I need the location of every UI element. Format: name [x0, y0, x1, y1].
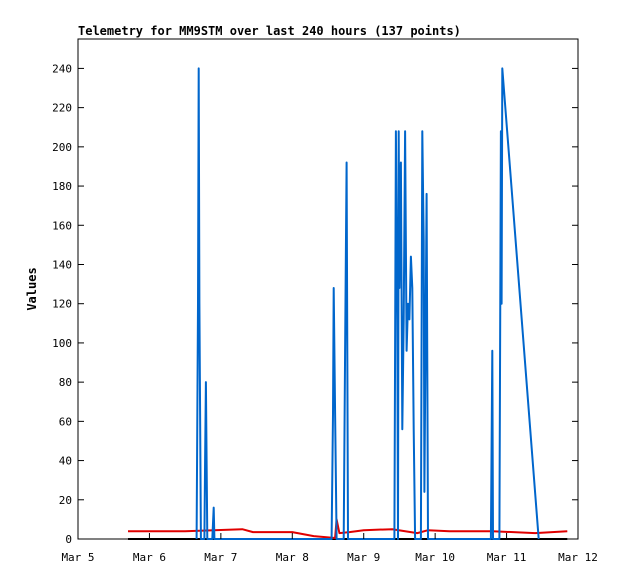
y-tick-label: 40	[59, 455, 72, 468]
series-layer	[128, 67, 568, 540]
x-tick-label: Mar 6	[133, 551, 166, 564]
y-tick-label: 100	[52, 337, 72, 350]
x-tick-label: Mar 7	[204, 551, 237, 564]
y-axis-label: Values	[25, 267, 39, 310]
series-line-red	[128, 518, 568, 539]
y-tick-label: 140	[52, 258, 72, 271]
x-tick-label: Mar 11	[487, 551, 527, 564]
chart-title: Telemetry for MM9STM over last 240 hours…	[78, 24, 461, 38]
y-tick-label: 160	[52, 219, 72, 232]
y-tick-label: 120	[52, 298, 72, 311]
y-tick-label: 60	[59, 415, 72, 428]
x-tick-label: Mar 9	[347, 551, 380, 564]
y-tick-label: 180	[52, 180, 72, 193]
axis-layer: 0 20 40 60 80 100 120 140 160 180 200 220 240 Mar 5 Ma…	[52, 62, 598, 564]
x-tick-label: Mar 5	[61, 551, 94, 564]
x-tick-label: Mar 8	[276, 551, 309, 564]
y-tick-label: 0	[65, 533, 72, 546]
y-tick-label: 240	[52, 62, 72, 75]
y-tick-label: 80	[59, 376, 72, 389]
x-tick-label: Mar 12	[558, 551, 598, 564]
series-line-blue	[195, 67, 540, 540]
y-tick-label: 200	[52, 141, 72, 154]
y-tick-label: 20	[59, 494, 72, 507]
y-tick-label: 220	[52, 102, 72, 115]
x-tick-label: Mar 10	[415, 551, 455, 564]
